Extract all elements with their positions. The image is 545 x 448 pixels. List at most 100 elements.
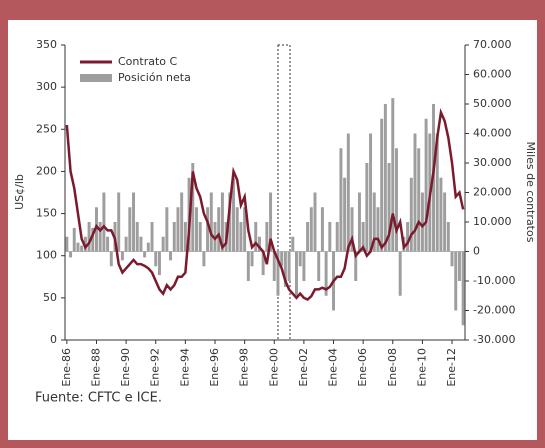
bar [72,227,76,252]
legend-label: Posición neta [118,71,191,84]
line [65,107,465,302]
bar [413,133,417,252]
y2-tick-label: 60.000 [473,68,512,81]
y2-tick-label: 10.000 [473,215,512,228]
bar [265,222,269,252]
bar [80,245,84,252]
y2-tick-label: -30.000 [473,333,515,346]
bar [354,251,358,281]
y-tick-label: 300 [36,80,57,93]
bar [232,177,235,252]
y2-tick-label: 30.000 [473,156,512,169]
bar [217,207,221,252]
bar [239,222,243,252]
bar [139,236,143,252]
bar [124,236,128,252]
bar [398,251,402,296]
bar [461,251,465,326]
y2-tick-label: -10.000 [473,274,515,287]
y2-tick-label: -20.000 [473,304,515,317]
bar [317,251,321,281]
bar [65,236,69,252]
bar [280,251,284,267]
bar [98,222,102,252]
x-tick-label: Ene-92 [149,348,162,387]
bar [291,236,295,252]
bar [228,192,232,252]
bar [269,192,273,252]
bar [443,192,447,252]
bar [295,251,298,296]
bar [143,251,147,258]
bar [395,148,398,252]
bar [261,251,265,276]
bar [206,207,210,252]
bar [361,222,365,252]
x-tick-label: Ene-00 [267,348,280,387]
bar [435,133,439,252]
bar [450,251,454,267]
bar [132,192,135,252]
bar [439,177,443,252]
bar [150,222,154,252]
bar [376,207,380,252]
y2-tick-label: 20.000 [473,186,512,199]
bar [324,251,328,296]
bar [369,133,373,252]
x-tick-label: Ene-02 [297,348,310,387]
bar [169,251,173,261]
y-tick-label: 150 [36,207,57,220]
bar [287,251,291,281]
y-tick-label: 250 [36,122,57,135]
x-tick-label: Ene-10 [415,348,428,387]
bar [213,222,217,252]
x-tick-label: Ene-88 [89,348,102,387]
y2-tick-label: 0 [473,245,480,258]
bar [176,207,180,252]
bar [198,222,202,252]
bar [117,192,121,252]
bar [250,251,254,267]
bar [246,251,250,281]
y-tick-label: 100 [36,249,57,262]
bar [120,251,124,261]
bar [424,118,428,252]
bar [446,222,450,252]
y-tick-label: 350 [36,38,57,51]
y2-tick-label: 50.000 [473,97,512,110]
y-tick-label: 0 [50,333,57,346]
bar [417,148,421,252]
y-tick-label: 50 [43,291,57,304]
bar [135,222,139,252]
x-tick-label: Ene-04 [327,348,340,387]
bar [420,192,424,252]
bar [161,236,165,252]
bar [454,251,458,311]
y2-tick-label: 70.000 [473,38,512,51]
bar [257,236,261,252]
x-tick-label: Ene-86 [60,348,73,387]
bar [165,207,169,252]
bar [272,251,276,281]
bar [309,207,313,252]
x-tick-label: Ene-08 [386,348,399,387]
bar [157,251,161,276]
y2-axis-label: Miles de contratos [524,142,537,243]
y-axis-label: US¢/lb [13,174,26,210]
bar [306,222,310,252]
bar [87,222,91,252]
bar [365,163,369,252]
bar [328,222,332,252]
bar [154,251,158,267]
bar [172,222,176,252]
bar [109,251,113,267]
x-tick-label: Ene-06 [356,348,369,387]
x-tick-label: Ene-94 [178,348,191,387]
x-tick-label: Ene-90 [119,348,132,387]
bar [387,163,391,252]
bar [102,192,106,252]
bar [202,251,206,267]
bar [409,177,413,252]
